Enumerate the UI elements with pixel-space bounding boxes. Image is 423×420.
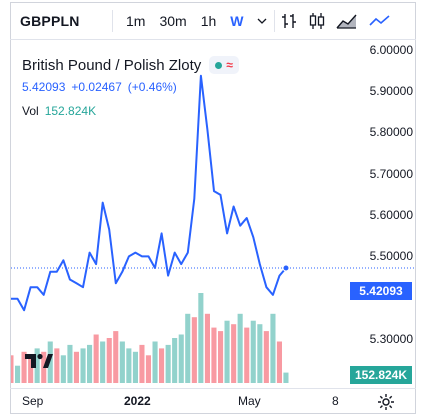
volume-bar (231, 324, 237, 383)
pair-title: British Pound / Polish Zloty (22, 56, 202, 74)
x-label: 8 (332, 394, 339, 408)
y-tick: 5.60000 (369, 208, 413, 222)
volume-value: 152.824K (44, 104, 97, 118)
volume-bar (11, 355, 14, 383)
chart-legend: British Pound / Polish Zloty ≈ 5.42093 +0… (22, 56, 239, 118)
volume-bar (15, 365, 21, 383)
volume-bar (126, 348, 132, 383)
toolbar-divider (274, 9, 276, 32)
volume-bar (100, 341, 106, 383)
volume-bar (191, 317, 197, 383)
top-toolbar: GBPPLN 1m 30m 1h W (10, 2, 416, 40)
y-tick: 5.80000 (369, 125, 413, 139)
x-label: May (238, 394, 261, 408)
volume-bar (113, 331, 119, 383)
y-tick: 5.50000 (369, 249, 413, 263)
volume-bar (28, 355, 34, 383)
area-chart-icon[interactable] (331, 7, 363, 35)
volume-bar (224, 320, 230, 383)
volume-bar (159, 348, 165, 383)
volume-bar (185, 313, 191, 383)
volume-bar (172, 338, 178, 383)
volume-bar (165, 344, 171, 383)
volume-line: Vol 152.824K (22, 104, 239, 118)
volume-bar (132, 351, 138, 383)
toolbar-divider (112, 9, 113, 32)
volume-bar (60, 355, 66, 383)
volume-bar (211, 327, 217, 383)
x-label: 2022 (124, 394, 151, 408)
volume-bar (87, 344, 93, 383)
chevron-down-icon[interactable] (250, 14, 274, 28)
volume-bar (198, 293, 204, 383)
x-label: Sep (22, 394, 44, 408)
volume-bar (257, 324, 263, 383)
volume-bar (237, 313, 243, 383)
timeframe-w[interactable]: W (230, 12, 244, 29)
volume-bar (80, 348, 86, 383)
y-tick: 5.90000 (369, 84, 413, 98)
status-dot-icon (215, 61, 223, 69)
volume-bar (276, 341, 282, 383)
volume-bar (152, 341, 158, 383)
time-axis[interactable]: Sep 2022 May 8 (10, 388, 416, 414)
price-change-pct: (+0.46%) (127, 80, 177, 94)
timeframe-30m[interactable]: 30m (159, 12, 187, 29)
price-chart[interactable] (11, 41, 415, 388)
volume-bar (106, 338, 112, 383)
volume-bar (263, 331, 269, 383)
volume-bar (34, 348, 40, 383)
volume-bar (145, 355, 151, 383)
widget-border (10, 2, 416, 414)
price-change: +0.02467 (71, 80, 122, 94)
tradingview-logo-icon (25, 353, 53, 368)
volume-bar (67, 344, 73, 383)
price-line: 5.42093 +0.02467 (+0.46%) (22, 80, 239, 94)
price-series-line (11, 74, 287, 312)
volume-label: Vol (22, 104, 39, 118)
volume-bar (21, 351, 27, 383)
last-price: 5.42093 (22, 80, 66, 94)
volume-bar (250, 320, 256, 383)
candlestick-icon[interactable] (303, 7, 331, 35)
last-price-tag: 5.42093 (350, 282, 412, 300)
last-point-marker (282, 264, 290, 272)
volume-bar (270, 313, 276, 383)
symbol-label[interactable]: GBPPLN (20, 12, 80, 29)
bar-chart-icon[interactable] (275, 7, 303, 35)
timeframe-1h[interactable]: 1h (200, 12, 217, 29)
volume-bar (139, 344, 145, 383)
y-tick: 5.30000 (369, 332, 413, 346)
volume-bar (73, 351, 79, 383)
timeframe-1m[interactable]: 1m (126, 12, 146, 29)
volume-tag: 152.824K (350, 366, 412, 384)
volume-bar (244, 327, 250, 383)
y-tick: 5.70000 (369, 167, 413, 181)
line-chart-icon[interactable] (363, 7, 397, 35)
volume-bar (119, 341, 125, 383)
market-status-badge[interactable]: ≈ (209, 56, 239, 74)
volume-bar (204, 313, 210, 383)
volume-bar (47, 341, 53, 383)
wave-icon: ≈ (226, 58, 233, 72)
volume-bar (283, 372, 289, 383)
volume-bar (178, 334, 184, 383)
volume-bar (93, 334, 99, 383)
y-tick: 6.00000 (369, 43, 413, 57)
volume-bar (218, 331, 224, 383)
gear-icon[interactable] (376, 392, 396, 417)
volume-bar (54, 348, 60, 383)
